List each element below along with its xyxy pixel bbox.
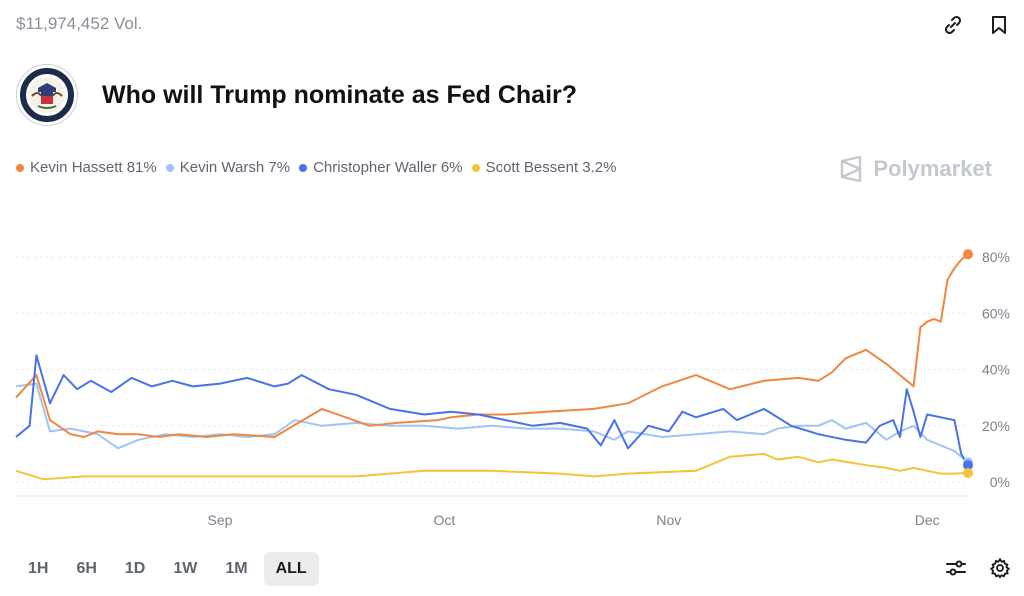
x-tick-label: Dec — [915, 512, 940, 528]
chart-controls — [944, 556, 1012, 580]
legend-label: Christopher Waller 6% — [313, 159, 463, 176]
x-tick-label: Nov — [656, 512, 681, 528]
y-tick-label: 80% — [982, 249, 1010, 265]
legend-item-bessent: Scott Bessent 3.2% — [471, 159, 617, 176]
polymarket-logo-icon — [841, 156, 862, 182]
x-tick-label: Sep — [208, 512, 233, 528]
time-range-selector: 1H 6H 1D 1W 1M ALL — [16, 552, 319, 586]
price-chart[interactable]: 0% 20% 40% 60% 80% Sep Oct Nov Dec — [0, 230, 1024, 540]
range-button-1w[interactable]: 1W — [173, 560, 198, 577]
series-line-christopher-waller — [15, 354, 969, 466]
volume-label: $11,974,452 Vol. — [16, 14, 143, 33]
legend-item-warsh: Kevin Warsh 7% — [165, 159, 291, 176]
legend-dot — [165, 163, 174, 172]
market-header: Who will Trump nominate as Fed Chair? — [16, 64, 577, 126]
legend-label: Kevin Warsh 7% — [179, 159, 291, 176]
y-tick-label: 40% — [982, 362, 1010, 378]
polymarket-watermark: Polymarket — [839, 156, 992, 182]
series-endpoint-scott-bessent — [963, 468, 973, 478]
y-tick-label: 0% — [990, 474, 1010, 490]
settings-gear-icon[interactable] — [988, 556, 1012, 580]
series-line-scott-bessent — [15, 452, 969, 481]
series-endpoint-kevin-hassett — [963, 249, 973, 260]
link-icon[interactable] — [942, 12, 964, 38]
y-tick-label: 60% — [982, 305, 1010, 321]
legend-item-waller: Christopher Waller 6% — [299, 159, 463, 176]
range-button-1m[interactable]: 1M — [225, 560, 248, 577]
range-button-6h[interactable]: 6H — [76, 560, 97, 577]
legend-label: Scott Bessent 3.2% — [485, 159, 617, 176]
range-button-1h[interactable]: 1H — [28, 560, 49, 577]
chart-legend: Kevin Hassett 81% Kevin Warsh 7% Christo… — [16, 159, 625, 176]
series-line-kevin-hassett — [15, 253, 969, 438]
top-icon-group — [942, 12, 1010, 38]
range-button-all[interactable]: ALL — [263, 552, 319, 586]
federal-reserve-seal-icon — [16, 64, 78, 126]
legend-label: Kevin Hassett 81% — [30, 159, 157, 176]
legend-dot — [471, 163, 480, 172]
legend-dot — [299, 163, 308, 172]
series-endpoint-christopher-waller — [963, 460, 973, 471]
x-tick-label: Oct — [434, 512, 456, 528]
legend-dot — [16, 163, 24, 172]
page-title: Who will Trump nominate as Fed Chair? — [102, 80, 578, 109]
bookmark-icon[interactable] — [988, 12, 1010, 38]
legend-item-hassett: Kevin Hassett 81% — [16, 159, 157, 176]
brand-label: Polymarket — [873, 156, 992, 181]
range-button-1d[interactable]: 1D — [124, 560, 146, 577]
sliders-icon[interactable] — [944, 556, 968, 580]
series-line-kevin-warsh — [15, 382, 969, 464]
y-tick-label: 20% — [982, 418, 1010, 434]
